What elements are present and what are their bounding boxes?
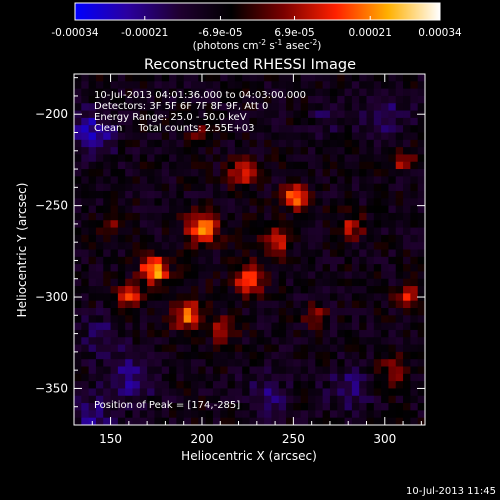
x-tick-label: 300 <box>373 432 396 446</box>
x-tick-label: 250 <box>282 432 305 446</box>
plot-frame <box>73 73 426 426</box>
colorbar-tick-label: -6.9e-05 <box>198 27 242 39</box>
colorbar: -0.00034 -0.00021 -6.9e-05 6.9e-05 0.00021 0.… <box>51 2 462 52</box>
x-axis-label: Heliocentric X (arcsec) <box>181 449 317 463</box>
image-annotations: 10-Jul-2013 04:01:36.000 to 04:03:00.000… <box>94 90 306 411</box>
heatmap-image <box>74 74 426 426</box>
colorbar-ticks: -0.00034 -0.00021 -6.9e-05 6.9e-05 0.00021 0.… <box>51 16 462 39</box>
annotation-total-counts: Clean Total counts: 2.55E+03 <box>94 123 254 134</box>
annotation-energy-range: Energy Range: 25.0 - 50.0 keV <box>94 112 247 123</box>
x-tick-label: 150 <box>99 432 122 446</box>
y-axis-label: Heliocentric Y (arcsec) <box>15 183 29 318</box>
y-tick-label: −250 <box>35 199 68 213</box>
annotation-detectors: Detectors: 3F 5F 6F 7F 8F 9F, Att 0 <box>94 101 268 112</box>
axis-ticks: 150 200 250 300 −200 −250 −300 −350 <box>35 74 425 446</box>
annotation-time-range: 10-Jul-2013 04:01:36.000 to 04:03:00.000 <box>94 90 306 101</box>
colorbar-tick-label: 6.9e-05 <box>274 27 314 39</box>
colorbar-tick-label: 0.00034 <box>418 27 462 39</box>
y-tick-label: −350 <box>35 381 68 395</box>
footer-timestamp: 10-Jul-2013 11:45 <box>406 486 496 497</box>
colorbar-tick-label: -0.00021 <box>121 27 168 39</box>
colorbar-gradient <box>74 2 441 21</box>
x-tick-label: 200 <box>191 432 214 446</box>
colorbar-unit-label: (photons cm-2 s-1 asec-2) <box>193 38 322 52</box>
y-tick-label: −300 <box>35 290 68 304</box>
colorbar-tick-label: 0.00021 <box>349 27 392 39</box>
annotation-peak-position: Position of Peak = [174,-285] <box>94 400 240 411</box>
chart-title: Reconstructed RHESSI Image <box>144 57 356 73</box>
y-tick-label: −200 <box>35 107 68 121</box>
colorbar-tick-label: -0.00034 <box>51 27 99 39</box>
